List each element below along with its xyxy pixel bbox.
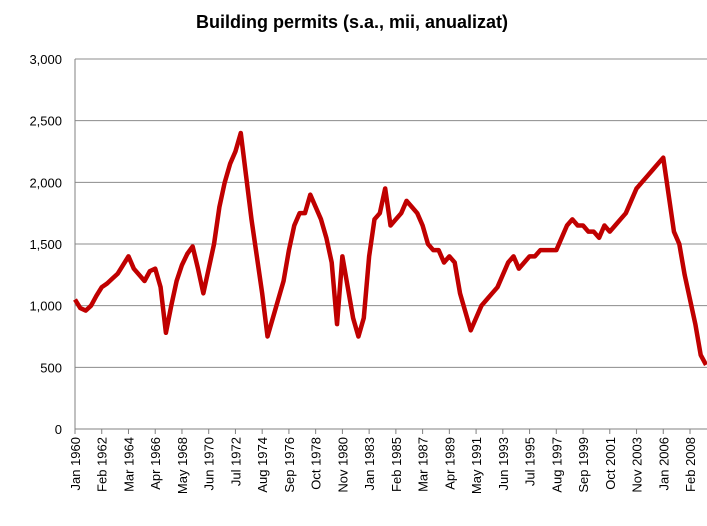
y-tick-label: 1,500 bbox=[29, 237, 62, 252]
x-tick-label: May 1968 bbox=[175, 437, 190, 494]
x-tick-label: Jul 1995 bbox=[523, 437, 538, 486]
x-tick-label: Feb 1962 bbox=[95, 437, 110, 492]
x-tick-label: Oct 2001 bbox=[603, 437, 618, 490]
x-tick-label: Oct 1978 bbox=[309, 437, 324, 490]
x-tick-label: Jun 1970 bbox=[202, 437, 217, 491]
x-tick-label: Jan 2006 bbox=[656, 437, 671, 491]
x-tick-label: Jan 1960 bbox=[68, 437, 83, 491]
y-tick-label: 3,000 bbox=[29, 52, 62, 67]
y-tick-label: 0 bbox=[55, 422, 62, 437]
x-tick-label: Feb 1985 bbox=[389, 437, 404, 492]
x-tick-label: Mar 1987 bbox=[416, 437, 431, 492]
x-tick-label: Nov 2003 bbox=[630, 437, 645, 493]
data-line bbox=[73, 130, 707, 366]
x-tick-label: Sep 1999 bbox=[576, 437, 591, 493]
y-tick-label: 2,000 bbox=[29, 175, 62, 190]
x-tick-label: Apr 1966 bbox=[148, 437, 163, 490]
x-tick-label: Jul 1972 bbox=[228, 437, 243, 486]
x-tick-label: Sep 1976 bbox=[282, 437, 297, 493]
x-tick-label: Feb 2008 bbox=[683, 437, 698, 492]
x-tick-label: Jun 1993 bbox=[496, 437, 511, 491]
x-tick-label: Nov 1980 bbox=[335, 437, 350, 493]
x-tick-label: Apr 1989 bbox=[442, 437, 457, 490]
chart-title: Building permits (s.a., mii, anualizat) bbox=[196, 12, 508, 32]
y-tick-label: 500 bbox=[40, 360, 62, 375]
x-tick-label: May 1991 bbox=[469, 437, 484, 494]
y-tick-label: 2,500 bbox=[29, 114, 62, 129]
x-tick-label: Mar 1964 bbox=[121, 437, 136, 492]
x-tick-label: Aug 1997 bbox=[549, 437, 564, 493]
x-tick-label: Jan 1983 bbox=[362, 437, 377, 491]
y-tick-label: 1,000 bbox=[29, 299, 62, 314]
x-tick-label: Aug 1974 bbox=[255, 437, 270, 493]
